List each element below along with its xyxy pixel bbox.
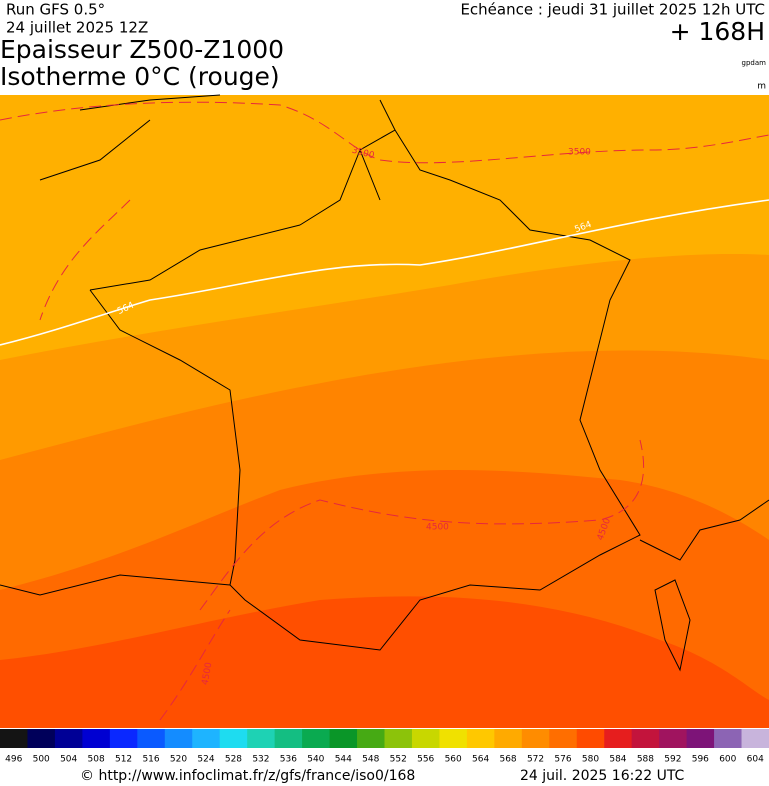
colorbar-label: 584 <box>609 755 626 765</box>
colorbar-label: 604 <box>747 755 764 765</box>
colorbar-swatch <box>576 729 605 748</box>
colorbar-label: 600 <box>719 755 736 765</box>
run-label: Run GFS 0.5° <box>6 1 105 19</box>
colorbar-label: 572 <box>527 755 544 765</box>
iso0-label: 4500 <box>426 523 449 533</box>
title-thickness: Epaisseur Z500-Z1000 <box>0 35 284 64</box>
colorbar-swatch <box>714 729 743 748</box>
generated-time: 24 juil. 2025 16:22 UTC <box>520 768 685 784</box>
colorbar-swatch <box>549 729 578 748</box>
colorbar-swatch <box>659 729 688 748</box>
colorbar-swatch <box>0 729 28 748</box>
colorbar-swatch <box>82 729 111 748</box>
colorbar-label: 504 <box>60 755 77 765</box>
unit-m: m <box>757 82 766 92</box>
iso0-label: 3500 <box>568 148 591 158</box>
colorbar-label: 552 <box>390 755 407 765</box>
colorbar-swatch <box>604 729 633 748</box>
lead-time: + 168H <box>670 17 765 46</box>
iso0-label: 4500 <box>201 661 215 686</box>
colorbar-swatch <box>247 729 276 748</box>
colorbar-swatch <box>741 729 769 748</box>
colorbar-label: 520 <box>170 755 187 765</box>
colorbar-swatch <box>274 729 303 748</box>
field-band <box>0 596 769 728</box>
colorbar-swatch <box>357 729 385 748</box>
colorbar-label: 536 <box>280 755 297 765</box>
colorbar-swatch <box>302 729 331 748</box>
title-isotherm: Isotherme 0°C (rouge) <box>0 62 280 91</box>
colorbar-label: 528 <box>225 755 242 765</box>
colorbar-swatch <box>521 729 550 748</box>
colorbar-label: 512 <box>115 755 132 765</box>
valid-time: Echéance : jeudi 31 juillet 2025 12h UTC <box>460 1 765 19</box>
colorbar-label: 516 <box>142 755 159 765</box>
map: 3500 3500 4500 4500 4500 564 564 <box>0 94 769 728</box>
colorbar: 496 500 504 508 512 516 520 524 528 532 536 540 544 5… <box>0 729 769 765</box>
colorbar-swatch <box>219 729 248 748</box>
colorbar-label: 496 <box>5 755 22 765</box>
colorbar-label: 596 <box>692 755 709 765</box>
thickness-564-line <box>0 199 769 346</box>
colorbar-label: 560 <box>445 755 462 765</box>
colorbar-swatch <box>54 729 83 748</box>
colorbar-swatch <box>439 729 468 748</box>
colorbar-label: 588 <box>637 755 654 765</box>
run-date: 24 juillet 2025 12Z <box>6 19 148 37</box>
colorbar-label: 500 <box>33 755 50 765</box>
colorbar-swatch <box>192 729 221 748</box>
colorbar-swatch <box>164 729 193 748</box>
colorbar-label: 556 <box>417 755 434 765</box>
colorbar-label: 576 <box>554 755 571 765</box>
colorbar-label: 544 <box>335 755 352 765</box>
colorbar-swatch <box>411 729 440 748</box>
colorbar-label: 564 <box>472 755 489 765</box>
coastline <box>0 94 769 672</box>
colorbar-swatch <box>686 729 715 748</box>
colorbar-swatch <box>109 729 138 748</box>
unit-gpdam: gpdam <box>742 59 767 67</box>
source-url: © http://www.infoclimat.fr/z/gfs/france/… <box>80 768 415 784</box>
colorbar-swatch <box>137 729 166 748</box>
colorbar-label: 568 <box>499 755 516 765</box>
colorbar-swatch <box>384 729 413 748</box>
colorbar-label: 508 <box>88 755 105 765</box>
colorbar-label: 592 <box>664 755 681 765</box>
colorbar-swatch <box>631 729 660 748</box>
colorbar-label: 580 <box>582 755 599 765</box>
colorbar-label: 524 <box>197 755 214 765</box>
colorbar-swatch <box>466 729 495 748</box>
colorbar-swatch <box>329 729 358 748</box>
colorbar-swatch <box>494 729 523 748</box>
colorbar-swatch <box>27 729 56 748</box>
colorbar-label: 540 <box>307 755 324 765</box>
colorbar-label: 548 <box>362 755 379 765</box>
colorbar-label: 532 <box>252 755 269 765</box>
